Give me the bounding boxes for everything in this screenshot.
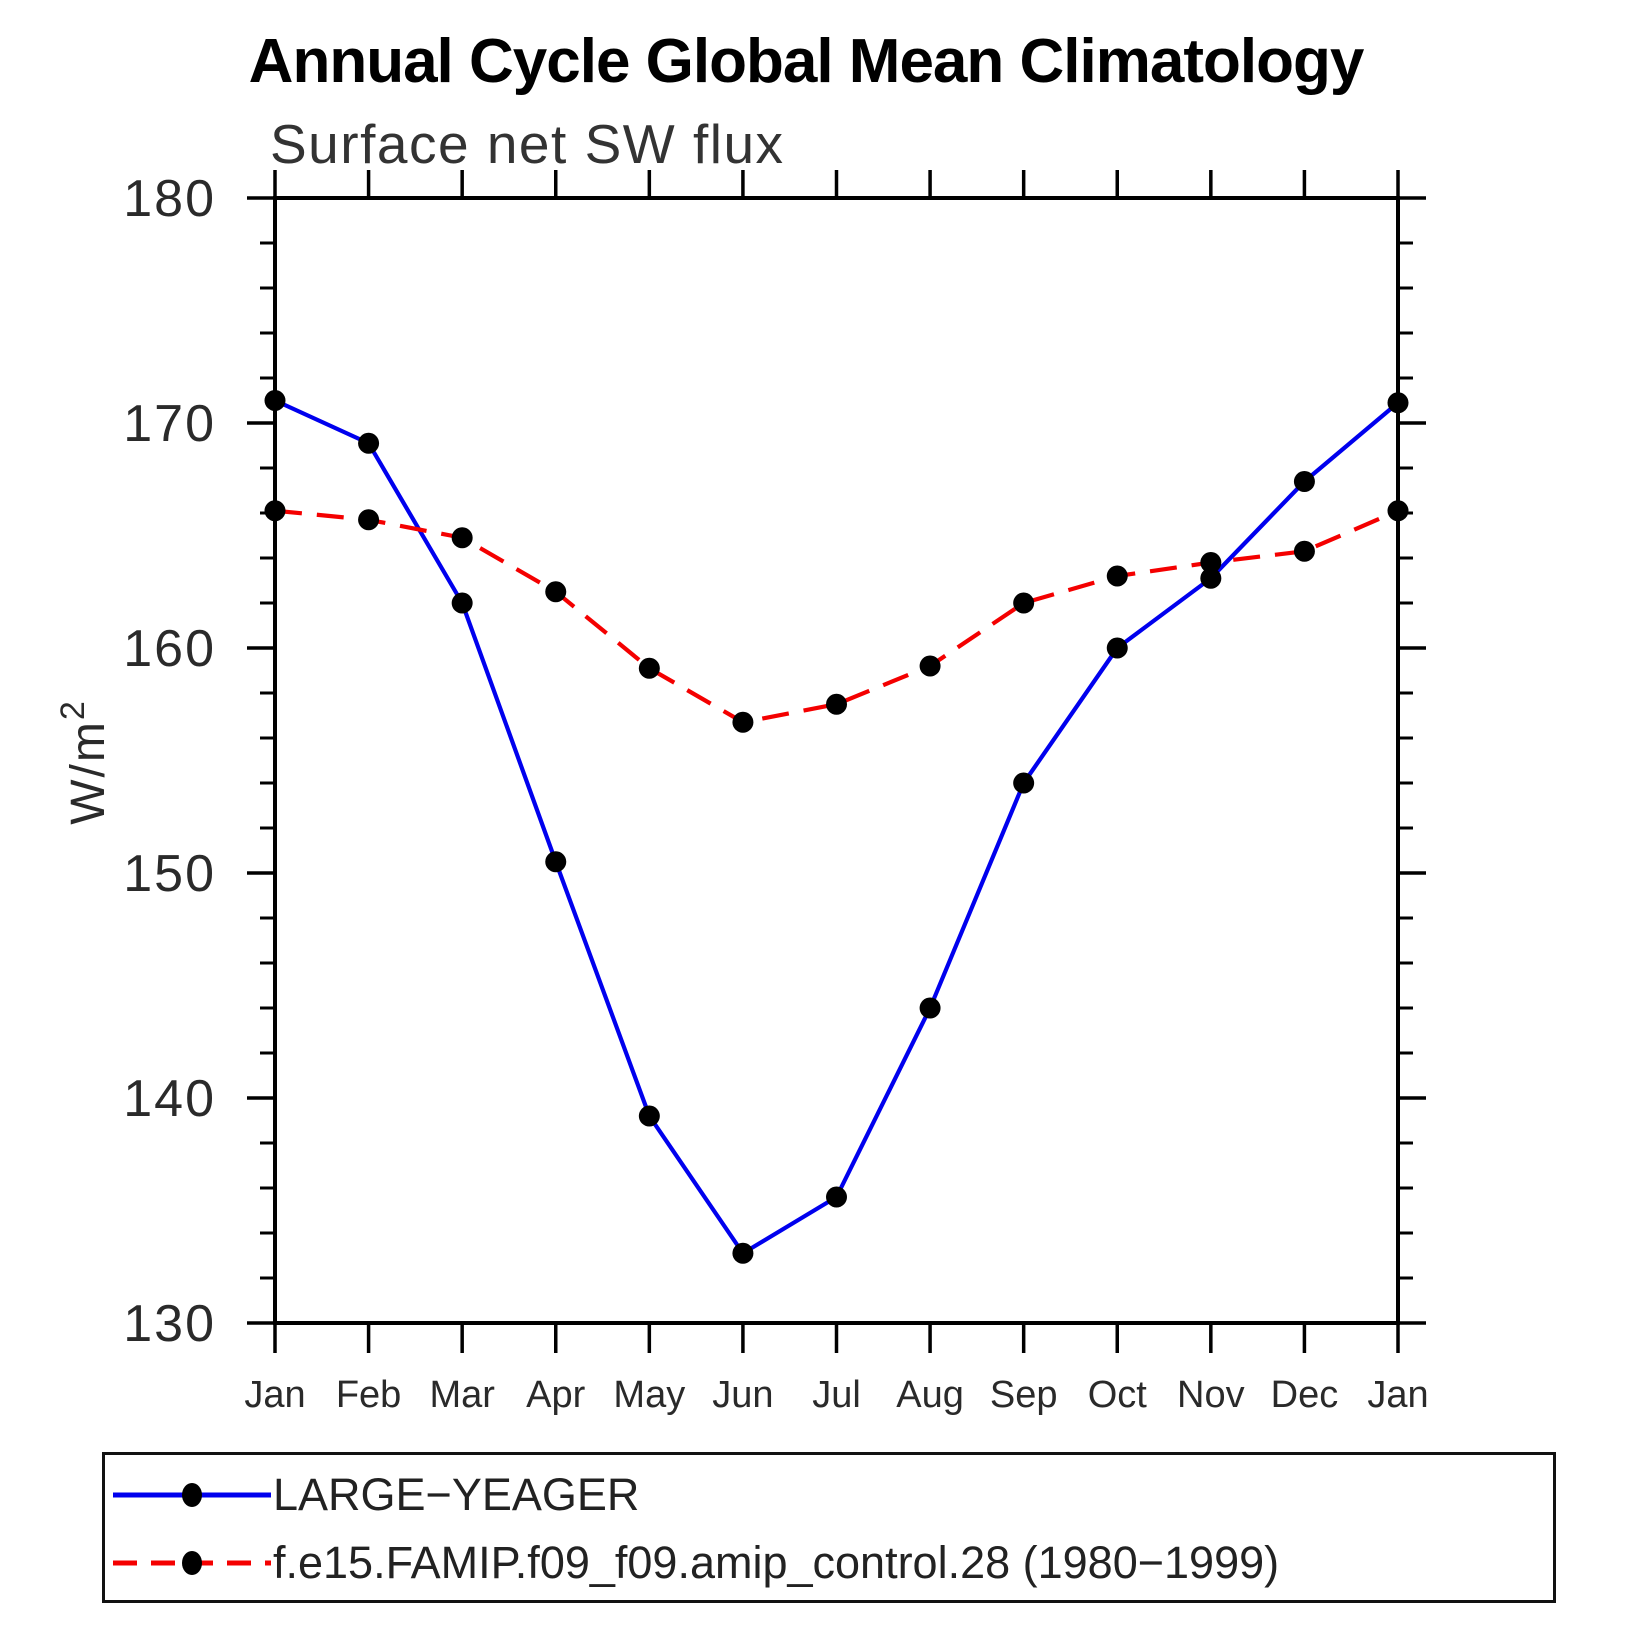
y-tick-label: 170 [123, 395, 216, 453]
series-line-1 [274, 508, 1399, 725]
x-tick-label: Nov [1177, 1374, 1245, 1416]
legend-entry-famip-control: f.e15.FAMIP.f09_f09.amip_control.28 (198… [111, 1531, 1279, 1595]
data-point-marker [1200, 567, 1222, 589]
chart-subtitle: Surface net SW flux [270, 113, 785, 175]
legend-line-sample-dashed-icon [113, 1551, 271, 1575]
x-tick-label: May [613, 1374, 685, 1416]
data-point-marker [1106, 565, 1128, 587]
x-tick-label: Jul [812, 1374, 861, 1416]
data-point-marker [264, 500, 286, 522]
data-point-marker [358, 432, 380, 454]
x-tick-label: Sep [990, 1374, 1058, 1416]
data-point-marker [545, 581, 567, 603]
legend-label-famip-control: f.e15.FAMIP.f09_f09.amip_control.28 (198… [273, 1537, 1280, 1588]
x-tick-label: Dec [1271, 1374, 1339, 1416]
data-point-marker [451, 592, 473, 614]
data-point-marker [1387, 392, 1409, 414]
data-point-marker [545, 851, 567, 873]
data-point-marker [826, 1186, 847, 1208]
legend-entry-large-yeager: LARGE−YEAGER [111, 1463, 639, 1527]
x-tick-label: Aug [896, 1374, 964, 1416]
data-point-marker [638, 1105, 660, 1127]
data-point-marker [638, 657, 660, 679]
data-point-marker [1293, 540, 1315, 562]
legend-line-sample-solid-icon [113, 1483, 271, 1507]
chart-title: Annual Cycle Global Mean Climatology [248, 27, 1365, 96]
series-line-0 [274, 398, 1400, 1256]
plot-frame [273, 196, 1400, 1325]
y-tick-label: 150 [123, 845, 216, 903]
data-point-marker [1106, 637, 1128, 659]
data-point-marker [358, 509, 380, 531]
legend: LARGE−YEAGER f.e15.FAMIP.f09_f09.amip_co… [102, 1452, 1556, 1603]
data-point-marker [732, 711, 754, 733]
x-tick-label: Mar [429, 1374, 495, 1416]
data-point-marker [919, 655, 941, 677]
data-point-marker [1387, 500, 1409, 522]
x-tick-label: Apr [526, 1374, 585, 1416]
y-tick-label: 140 [123, 1070, 216, 1128]
y-axis-label: W/m2 [54, 699, 115, 825]
data-point-marker [1013, 592, 1035, 614]
data-point-marker [1293, 471, 1315, 492]
x-tick-label: Feb [336, 1374, 401, 1416]
data-point-marker [451, 527, 473, 549]
data-point-marker [826, 693, 847, 715]
x-tick-label: Oct [1088, 1374, 1148, 1416]
x-tick-label: Jun [712, 1374, 773, 1416]
x-tick-label: Jan [1367, 1374, 1428, 1416]
data-point-marker [1013, 772, 1035, 794]
x-tick-label: Jan [244, 1374, 305, 1416]
y-tick-label: 160 [123, 620, 216, 678]
data-point-marker [732, 1242, 754, 1264]
data-point-marker [919, 997, 941, 1019]
y-tick-label: 180 [123, 170, 216, 228]
data-point-marker [264, 390, 286, 411]
legend-label-large-yeager: LARGE−YEAGER [273, 1469, 640, 1520]
data-point-marker [1200, 552, 1222, 573]
y-tick-label: 130 [123, 1295, 216, 1353]
